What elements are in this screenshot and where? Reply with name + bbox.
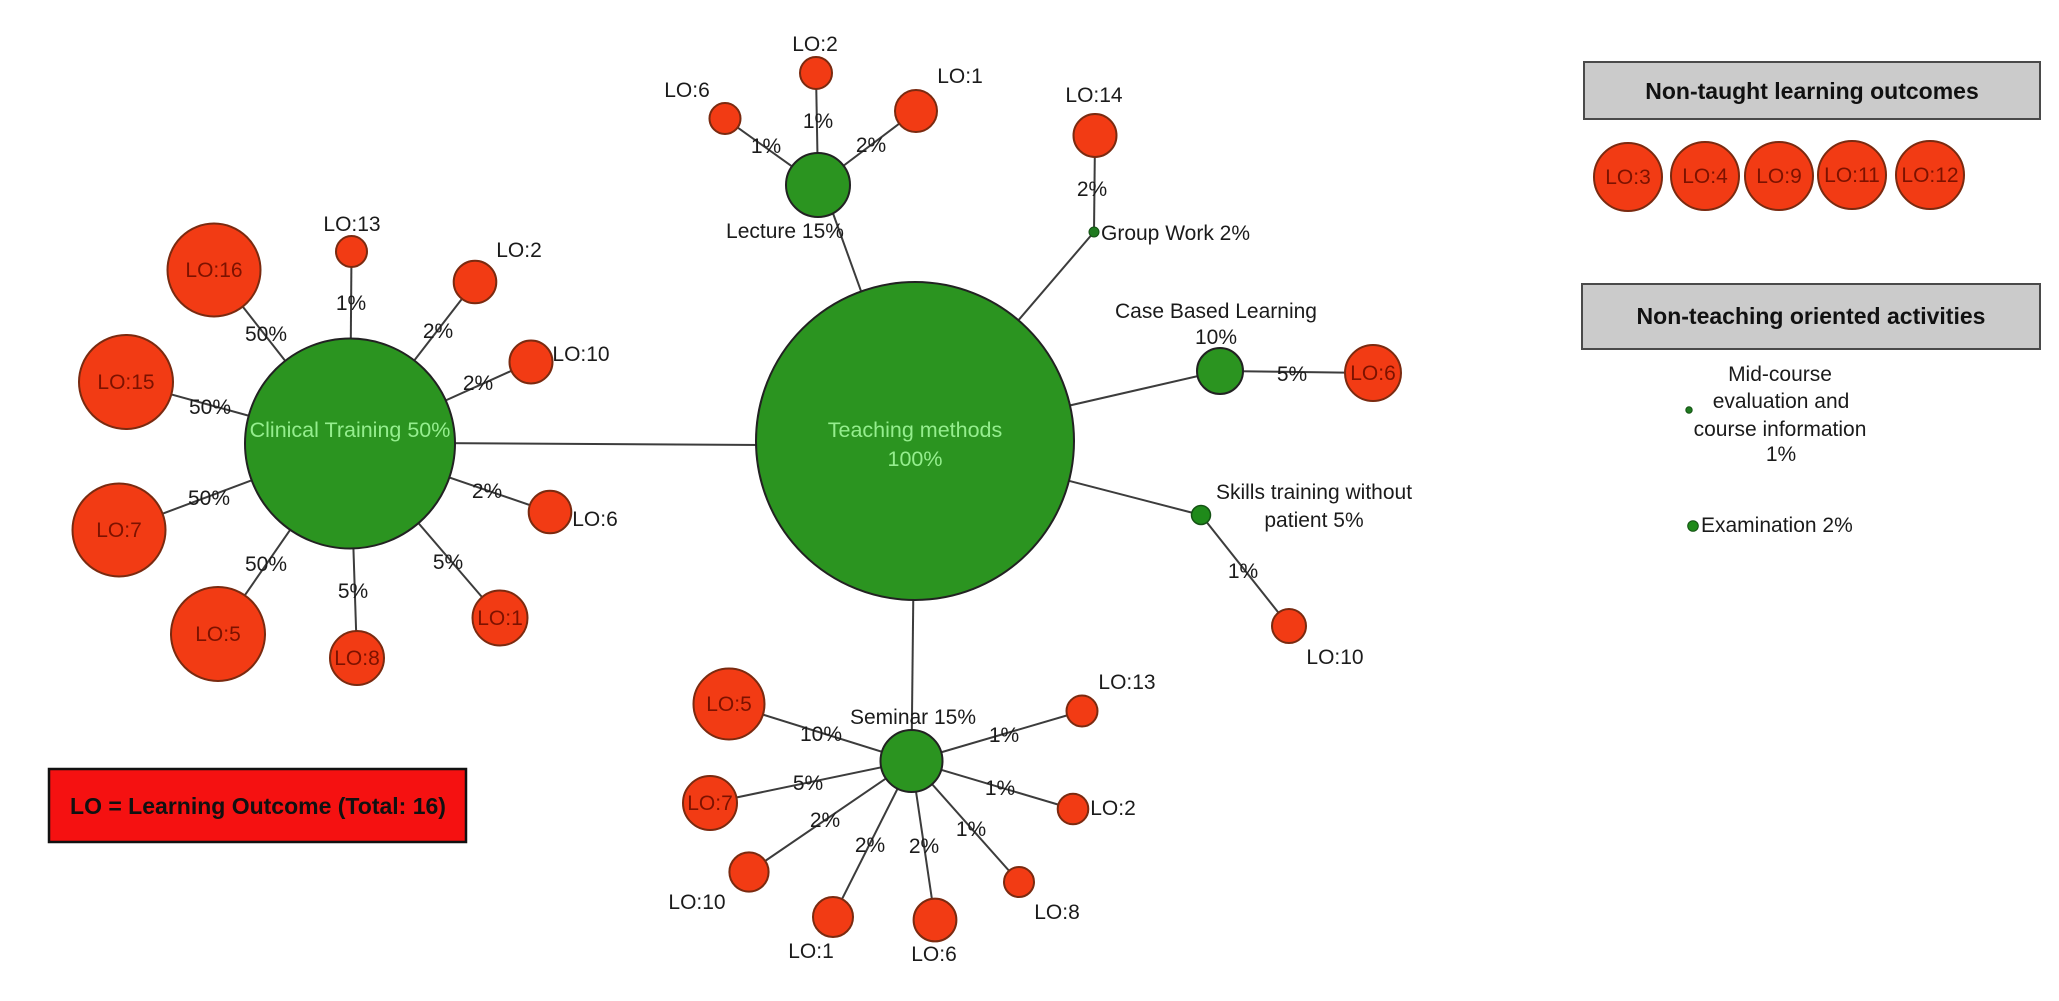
svg-text:LO:2: LO:2 bbox=[496, 239, 542, 262]
svg-text:Skills training without: Skills training without bbox=[1216, 481, 1412, 504]
svg-text:LO:15: LO:15 bbox=[97, 371, 154, 394]
svg-text:5%: 5% bbox=[1277, 363, 1307, 386]
svg-text:1%: 1% bbox=[956, 818, 986, 841]
svg-text:2%: 2% bbox=[856, 134, 886, 157]
svg-text:5%: 5% bbox=[793, 772, 823, 795]
svg-text:LO:2: LO:2 bbox=[792, 33, 838, 56]
svg-text:10%: 10% bbox=[1195, 326, 1237, 349]
svg-text:2%: 2% bbox=[472, 480, 502, 503]
svg-text:LO:13: LO:13 bbox=[323, 213, 380, 236]
svg-text:evaluation and: evaluation and bbox=[1713, 390, 1850, 413]
svg-text:LO:5: LO:5 bbox=[195, 623, 241, 646]
svg-text:LO:1: LO:1 bbox=[477, 607, 523, 630]
svg-text:2%: 2% bbox=[909, 835, 939, 858]
svg-text:LO:10: LO:10 bbox=[668, 891, 725, 914]
svg-text:LO:6: LO:6 bbox=[1350, 362, 1396, 385]
svg-text:5%: 5% bbox=[433, 551, 463, 574]
svg-text:LO:7: LO:7 bbox=[96, 519, 142, 542]
svg-text:LO:2: LO:2 bbox=[1090, 797, 1136, 820]
svg-text:course information: course information bbox=[1694, 418, 1867, 441]
svg-text:LO:8: LO:8 bbox=[1034, 901, 1080, 924]
svg-text:Non-teaching oriented activiti: Non-teaching oriented activities bbox=[1637, 303, 1986, 329]
svg-text:LO:14: LO:14 bbox=[1065, 84, 1123, 107]
svg-text:1%: 1% bbox=[751, 135, 781, 158]
svg-text:LO:10: LO:10 bbox=[552, 343, 609, 366]
svg-text:LO:6: LO:6 bbox=[664, 79, 710, 102]
svg-text:LO = Learning Outcome (Total:: LO = Learning Outcome (Total: 16) bbox=[70, 793, 446, 819]
svg-text:Examination 2%: Examination 2% bbox=[1701, 514, 1853, 537]
svg-text:Teaching methods: Teaching methods bbox=[828, 418, 1003, 442]
svg-text:2%: 2% bbox=[423, 320, 453, 343]
svg-text:2%: 2% bbox=[855, 834, 885, 857]
svg-text:2%: 2% bbox=[463, 372, 493, 395]
svg-text:1%: 1% bbox=[1766, 443, 1796, 466]
svg-text:LO:5: LO:5 bbox=[706, 693, 752, 716]
svg-text:Non-taught learning outcomes: Non-taught learning outcomes bbox=[1645, 78, 1979, 104]
svg-text:LO:9: LO:9 bbox=[1756, 165, 1802, 188]
svg-text:1%: 1% bbox=[989, 724, 1019, 747]
svg-text:LO:10: LO:10 bbox=[1306, 646, 1363, 669]
svg-text:LO:4: LO:4 bbox=[1682, 165, 1728, 188]
svg-text:50%: 50% bbox=[189, 396, 231, 419]
svg-text:Lecture 15%: Lecture 15% bbox=[726, 220, 844, 243]
svg-text:100%: 100% bbox=[888, 447, 943, 471]
svg-text:Mid-course: Mid-course bbox=[1728, 363, 1832, 386]
svg-text:1%: 1% bbox=[336, 292, 366, 315]
svg-text:2%: 2% bbox=[810, 809, 840, 832]
svg-text:LO:1: LO:1 bbox=[788, 940, 834, 963]
svg-text:10%: 10% bbox=[800, 723, 842, 746]
svg-text:Case Based Learning: Case Based Learning bbox=[1115, 300, 1317, 323]
svg-text:Group Work 2%: Group Work 2% bbox=[1101, 222, 1250, 245]
svg-text:1%: 1% bbox=[1228, 560, 1258, 583]
svg-text:Seminar 15%: Seminar 15% bbox=[850, 706, 976, 729]
svg-text:50%: 50% bbox=[245, 553, 287, 576]
svg-text:1%: 1% bbox=[803, 110, 833, 133]
svg-text:1%: 1% bbox=[985, 777, 1015, 800]
svg-text:LO:7: LO:7 bbox=[687, 792, 733, 815]
svg-text:LO:3: LO:3 bbox=[1605, 166, 1651, 189]
svg-text:LO:16: LO:16 bbox=[185, 259, 242, 282]
svg-text:LO:1: LO:1 bbox=[937, 65, 983, 88]
svg-text:LO:6: LO:6 bbox=[572, 508, 618, 531]
svg-text:LO:12: LO:12 bbox=[1901, 164, 1958, 187]
svg-text:LO:13: LO:13 bbox=[1098, 671, 1155, 694]
svg-text:Clinical Training 50%: Clinical Training 50% bbox=[250, 418, 451, 442]
svg-text:patient 5%: patient 5% bbox=[1264, 509, 1363, 532]
svg-text:5%: 5% bbox=[338, 580, 368, 603]
svg-text:50%: 50% bbox=[188, 487, 230, 510]
svg-text:LO:11: LO:11 bbox=[1824, 164, 1880, 187]
svg-text:LO:8: LO:8 bbox=[334, 647, 380, 670]
svg-text:LO:6: LO:6 bbox=[911, 943, 957, 966]
svg-text:50%: 50% bbox=[245, 323, 287, 346]
svg-text:2%: 2% bbox=[1077, 178, 1107, 201]
